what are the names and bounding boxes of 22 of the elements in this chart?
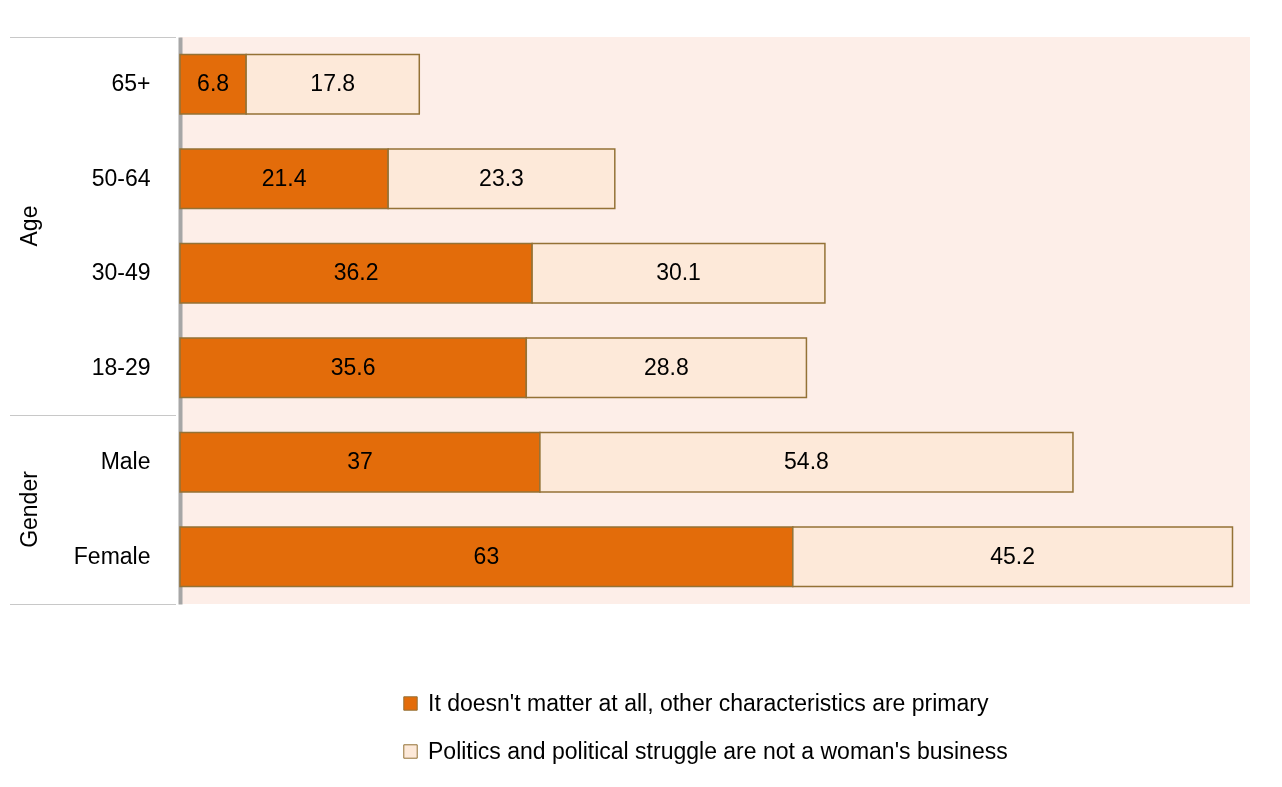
- y-tick-label: 50-64: [91, 164, 151, 191]
- text: Gender: [16, 470, 42, 548]
- data-label: 23.3: [479, 164, 524, 191]
- text: Age: [16, 205, 42, 247]
- data-label: 45.2: [990, 542, 1036, 569]
- y-tick-label: 65+: [111, 70, 151, 97]
- y-tick-label: Male: [100, 448, 151, 475]
- y-tick-label: 30-49: [91, 259, 151, 286]
- legend-label: Politics and political struggle are not a woman's business: [428, 737, 1008, 764]
- data-label: 36.2: [333, 259, 379, 286]
- data-label: 54.8: [784, 448, 829, 475]
- y-tick-label: 18-29: [91, 353, 151, 380]
- data-label: 37: [347, 448, 373, 475]
- data-label: 63: [473, 542, 500, 569]
- data-label: 28.8: [643, 353, 689, 380]
- data-label: 30.1: [656, 259, 701, 286]
- legend-label: It doesn't matter at all, other characteristics are primary: [428, 689, 989, 716]
- data-label: 35.6: [330, 353, 376, 380]
- data-label: 17.8: [310, 70, 356, 97]
- y-tick-label: Female: [73, 542, 151, 569]
- data-label: 21.4: [261, 164, 307, 191]
- data-label: 6.8: [197, 70, 230, 97]
